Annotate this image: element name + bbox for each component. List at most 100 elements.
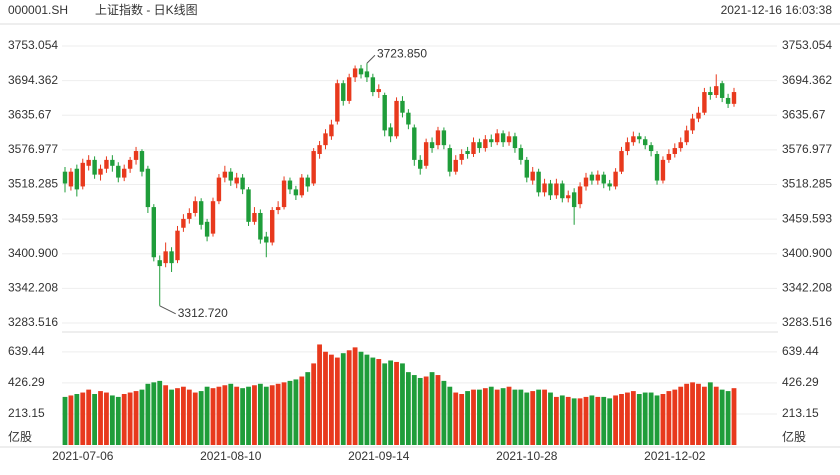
candle-body (98, 168, 103, 175)
candle-body (163, 251, 168, 264)
candle-body (601, 174, 606, 184)
candle-body (133, 151, 139, 160)
candle-body (583, 177, 589, 187)
candle-body (234, 177, 239, 184)
candle-body (139, 151, 145, 172)
volume-bar (186, 389, 192, 445)
y-tick-label: 3459.593 (8, 211, 58, 225)
volume-bar (151, 382, 157, 445)
volume-bar (127, 392, 133, 445)
candle-body (719, 83, 725, 98)
candle-body (293, 189, 299, 196)
volume-bar (453, 392, 459, 445)
candle-body (157, 260, 162, 267)
volume-bar (145, 383, 151, 445)
volume-bar (175, 388, 180, 445)
volume-bar (364, 354, 370, 445)
volume-bar (731, 388, 737, 445)
candle-body (145, 168, 151, 208)
candle-body (287, 180, 293, 190)
candle-body (264, 236, 269, 243)
volume-bar (163, 385, 169, 445)
volume-bar (654, 395, 660, 445)
candle-body (566, 195, 571, 199)
candle-body (92, 159, 97, 175)
volume-bar (299, 376, 305, 445)
candle-body (329, 124, 334, 137)
candle-body (388, 127, 393, 137)
candle-body (631, 136, 636, 143)
volume-bar (334, 357, 340, 445)
candle-body (258, 212, 263, 240)
y-tick-label: 3283.516 (782, 315, 832, 329)
y-tick-label: 3635.67 (8, 107, 52, 121)
volume-bar (500, 388, 506, 445)
volume-bar (210, 388, 216, 445)
volume-bar (115, 396, 121, 445)
candle-body (228, 171, 233, 181)
volume-bar (181, 386, 186, 445)
volume-bar (690, 382, 695, 445)
volume-bar (417, 377, 423, 445)
candle-body (642, 139, 648, 146)
volume-bar (595, 396, 601, 445)
candle-body (690, 118, 695, 131)
volume-bar (293, 379, 299, 445)
candle-body (489, 139, 494, 143)
candle-body (560, 183, 565, 199)
candle-body (151, 207, 157, 258)
volume-bar (696, 383, 701, 445)
volume-bar (553, 396, 559, 445)
candle-body (423, 142, 429, 166)
candle-body (169, 251, 174, 264)
volume-bar (80, 392, 86, 445)
candle-body (335, 83, 340, 122)
candle-body (370, 77, 376, 93)
candle-body (684, 130, 689, 143)
volume-bar (459, 394, 465, 445)
candle-body (625, 142, 630, 152)
annotation-line (159, 305, 176, 315)
y-tick-label: 3753.054 (782, 38, 832, 52)
volume-tick-label: 213.15 (8, 406, 45, 420)
candle-body (607, 183, 612, 187)
candle-body (648, 145, 654, 152)
volume-bar (636, 394, 642, 445)
candle-body (240, 177, 245, 190)
y-tick-label: 3518.285 (782, 177, 832, 191)
candle-body (447, 148, 453, 172)
candle-body (459, 153, 464, 160)
volume-bar (382, 363, 388, 445)
candle-body (477, 142, 482, 149)
candle-body (731, 92, 737, 104)
volume-tick-label: 426.29 (8, 375, 45, 389)
x-tick-label: 2021-08-10 (200, 449, 262, 463)
volume-bar (701, 386, 707, 445)
volume-bar (240, 388, 246, 445)
candle-body (68, 171, 74, 187)
volume-bar (216, 386, 222, 445)
volume-unit: 亿股 (782, 429, 806, 444)
candle-body (198, 201, 204, 225)
x-tick-label: 2021-12-02 (644, 449, 706, 463)
candle-body (122, 168, 127, 178)
volume-bar (494, 389, 500, 445)
candle-body (400, 100, 405, 113)
y-tick-label: 3459.593 (782, 211, 832, 225)
candle-body (311, 151, 316, 184)
candle-body (346, 77, 352, 101)
candle-body (270, 210, 275, 243)
candle-body (193, 201, 198, 213)
candle-body (62, 171, 68, 184)
volume-bar (317, 344, 322, 445)
candle-body (394, 100, 399, 137)
volume-bar (346, 350, 352, 445)
chart-title: 上证指数 - 日K线图 (95, 2, 198, 17)
volume-bar (329, 354, 334, 445)
volume-bar (642, 392, 648, 445)
candle-body (412, 127, 417, 160)
volume-bar (311, 363, 317, 445)
volume-bar (411, 375, 417, 445)
volume-bar (305, 372, 311, 445)
volume-bar (109, 395, 115, 445)
